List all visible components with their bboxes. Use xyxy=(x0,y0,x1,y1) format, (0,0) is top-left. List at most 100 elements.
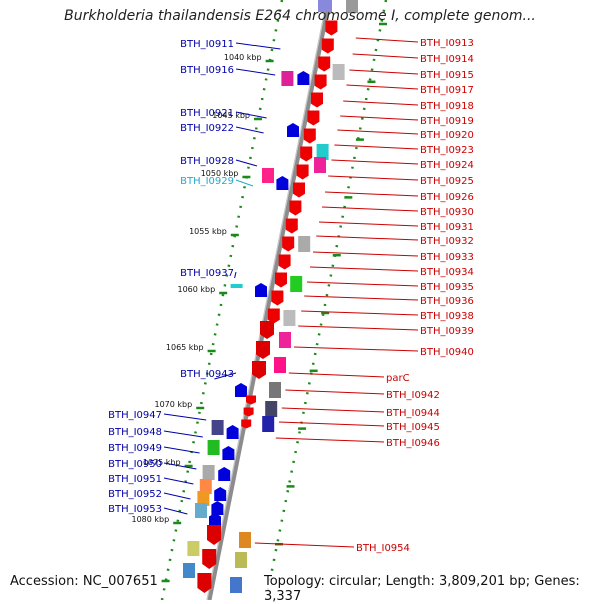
gene-label-right: BTH_I0932 xyxy=(420,236,474,247)
gene-arrow-down xyxy=(207,525,221,545)
leader-line xyxy=(349,69,419,75)
gene-arrow-down xyxy=(197,573,212,593)
gene-label-right: parC xyxy=(386,373,410,384)
gene-block xyxy=(230,284,243,288)
gene-label-right: BTH_I0930 xyxy=(420,207,474,218)
map-title: Burkholderia thailandensis E264 chromoso… xyxy=(64,8,536,24)
gene-label-left: BTH_I0929 xyxy=(180,176,234,187)
leader-line xyxy=(163,446,200,454)
gene-arrow-down xyxy=(303,128,316,144)
gene-arrow-up xyxy=(276,176,289,190)
gene-label-left: BTH_I0947 xyxy=(108,410,162,421)
gene-label-right: BTH_I0913 xyxy=(420,38,474,49)
leader-line xyxy=(163,507,188,515)
gene-arrow-down xyxy=(300,146,313,162)
kbp-label: 1060 kbp xyxy=(177,285,215,294)
gene-label-left: BTH_I0949 xyxy=(108,443,162,454)
gene-label-right: BTH_I0920 xyxy=(420,130,474,141)
leader-line xyxy=(235,68,276,76)
genome-info-text: Topology: circular; Length: 3,809,201 bp… xyxy=(262,574,600,604)
accession-text: Accession: NC_007651 xyxy=(8,574,160,589)
gene-label-right: BTH_I0942 xyxy=(386,390,440,401)
leader-line xyxy=(278,421,385,427)
leader-line xyxy=(306,281,419,287)
leader-line xyxy=(324,191,419,197)
leader-line xyxy=(281,407,385,413)
gene-arrow-down xyxy=(267,308,280,324)
leader-line xyxy=(234,271,237,279)
leader-line xyxy=(254,542,355,548)
gene-label-right: BTH_I0924 xyxy=(420,160,474,171)
gene-label-left: BTH_I0953 xyxy=(108,504,162,515)
gene-label-right: BTH_I0939 xyxy=(420,326,474,337)
gene-block xyxy=(274,357,286,373)
leader-line xyxy=(328,175,419,181)
leader-line xyxy=(298,325,419,331)
gene-block xyxy=(262,168,274,183)
gene-arrow-up xyxy=(218,467,231,481)
gene-block xyxy=(183,563,195,578)
gene-label-right: BTH_I0954 xyxy=(356,543,410,554)
leader-line xyxy=(163,477,194,485)
gene-block xyxy=(187,541,200,556)
gene-label-left: BTH_I0951 xyxy=(108,474,162,485)
gene-label-right: BTH_I0936 xyxy=(420,296,474,307)
gene-arrow-up xyxy=(214,487,227,501)
gene-block xyxy=(298,236,311,252)
gene-block xyxy=(318,0,332,12)
gene-block xyxy=(239,532,251,548)
gene-label-left: BTH_I0948 xyxy=(108,427,162,438)
gene-block xyxy=(207,440,220,455)
gene-arrow-up xyxy=(255,283,267,297)
leader-line xyxy=(312,251,419,257)
gene-block xyxy=(265,401,278,417)
gene-label-left: BTH_I0921 xyxy=(180,108,234,119)
gene-label-left: BTH_I0943 xyxy=(180,369,234,380)
gene-block xyxy=(230,577,242,593)
leader-line xyxy=(163,492,191,500)
gene-arrow-down xyxy=(260,321,274,339)
kbp-label: 1065 kbp xyxy=(166,343,204,352)
gene-arrow-down xyxy=(271,290,284,306)
gene-label-left: BTH_I0937 xyxy=(180,268,234,279)
gene-block xyxy=(346,0,358,13)
gene-label-right: BTH_I0944 xyxy=(386,408,440,419)
leader-line xyxy=(304,295,419,301)
kbp-label: 1050 kbp xyxy=(201,169,239,178)
gene-label-right: BTH_I0938 xyxy=(420,311,474,322)
leader-line xyxy=(301,310,419,316)
gene-arrow-down xyxy=(256,341,270,359)
leader-line xyxy=(343,100,419,106)
gene-label-right: BTH_I0934 xyxy=(420,267,474,278)
leader-line xyxy=(355,37,419,43)
gene-arrow-down xyxy=(314,74,327,90)
gene-block xyxy=(279,332,291,348)
gene-block xyxy=(235,552,247,568)
leader-line xyxy=(288,372,385,378)
gene-block xyxy=(197,491,210,506)
kbp-label: 1075 kbp xyxy=(143,458,181,467)
gene-block xyxy=(202,465,215,480)
gene-label-left: BTH_I0916 xyxy=(180,65,234,76)
gene-block xyxy=(262,416,275,432)
gene-arrow-down xyxy=(282,236,295,252)
leader-line xyxy=(235,159,258,167)
gene-arrow-up xyxy=(211,501,224,515)
leader-line xyxy=(340,115,419,121)
gene-arrow-down xyxy=(293,182,305,198)
gene-block xyxy=(316,144,329,160)
leader-line xyxy=(346,84,419,90)
gene-block xyxy=(332,64,345,80)
leader-line xyxy=(316,235,419,241)
leader-line xyxy=(235,126,264,134)
leader-line xyxy=(163,462,197,470)
leader-line xyxy=(235,179,254,187)
track-line-left xyxy=(160,0,284,600)
leader-line xyxy=(214,372,237,380)
gene-arrow-up xyxy=(226,425,239,439)
gene-label-right: BTH_I0945 xyxy=(386,422,440,433)
gene-arrow-down xyxy=(311,92,323,108)
gene-block xyxy=(283,310,296,326)
gene-label-right: BTH_I0914 xyxy=(420,54,474,65)
